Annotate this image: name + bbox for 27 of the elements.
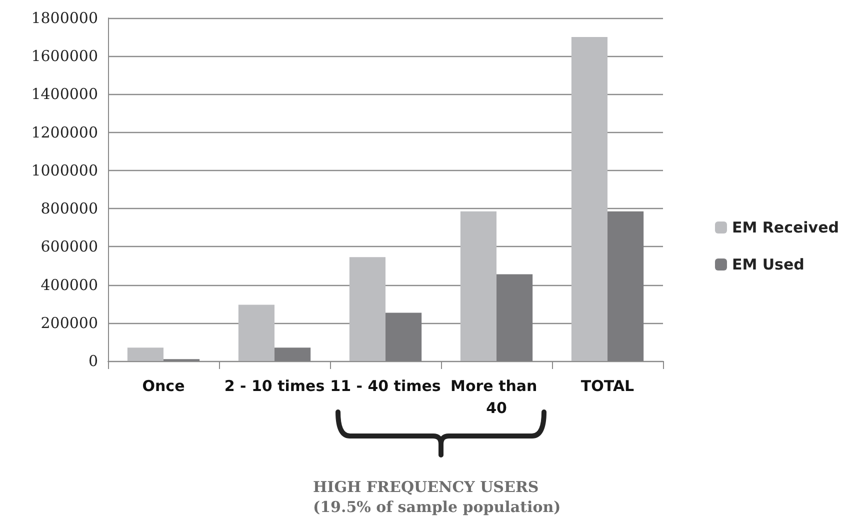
bar	[460, 211, 496, 361]
y-tick-label: 1600000	[31, 47, 98, 66]
bar	[238, 304, 274, 361]
y-tick-label: 1200000	[31, 123, 98, 142]
bar	[127, 348, 164, 361]
legend-label: EM Used	[732, 256, 804, 274]
y-tick-label: 1800000	[31, 9, 98, 27]
x-tick-label: TOTAL	[580, 377, 635, 395]
bar	[349, 257, 386, 361]
bar	[608, 211, 644, 361]
bar	[274, 348, 311, 361]
x-tick-label: More than 40	[450, 377, 542, 417]
bar	[386, 312, 422, 361]
y-tick-label: 0	[88, 352, 98, 370]
legend-label: EM Received	[732, 218, 839, 236]
y-tick-label: 400000	[40, 276, 98, 294]
text: HIGH FREQUENCY USERS (19.5% of sample population)	[313, 477, 562, 517]
y-tick-label: 200000	[40, 314, 98, 332]
y-tick-label: 1400000	[31, 85, 98, 104]
y-tick-label: 600000	[40, 238, 98, 256]
x-tick-label: Once	[142, 377, 185, 395]
y-tick-label: 1000000	[31, 161, 98, 180]
y-tick-label: 800000	[40, 200, 98, 218]
x-tick-label: 2 - 10 times	[224, 377, 325, 395]
bar	[496, 274, 533, 361]
bar	[571, 37, 608, 361]
x-tick-label: 11 - 40 times	[330, 377, 441, 395]
